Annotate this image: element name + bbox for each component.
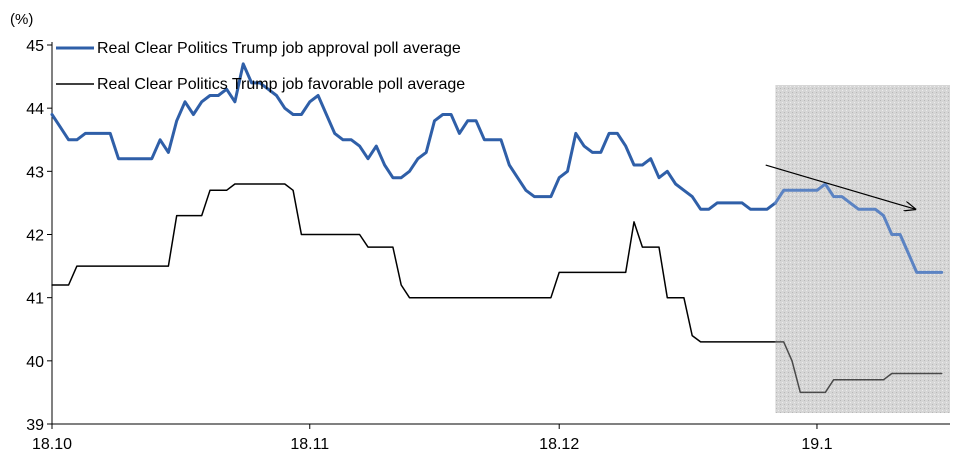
highlight-region	[775, 85, 950, 413]
y-axis-unit-label: (%)	[10, 11, 33, 28]
y-tick-label: 40	[26, 354, 44, 371]
trend-arrow	[765, 164, 916, 209]
x-tick-label: 19.1	[801, 436, 832, 453]
legend-label: Real Clear Politics Trump job favorable …	[97, 76, 465, 93]
y-tick-label: 42	[26, 228, 44, 245]
y-tick-label: 41	[26, 291, 44, 308]
y-tick-label: 43	[26, 164, 44, 181]
y-tick-label: 44	[26, 101, 44, 118]
legend-label: Real Clear Politics Trump job approval p…	[97, 40, 461, 57]
x-tick-label: 18.10	[32, 436, 72, 453]
x-tick-label: 18.11	[290, 436, 329, 453]
approval-series-line	[50, 62, 777, 211]
favorable-series-line-highlighted	[774, 341, 943, 394]
x-tick-label: 18.12	[539, 436, 579, 453]
approval-series-line-highlighted	[773, 182, 944, 274]
y-tick-label: 39	[26, 417, 44, 434]
favorable-series-line	[51, 183, 777, 343]
y-tick-label: 45	[26, 38, 44, 55]
